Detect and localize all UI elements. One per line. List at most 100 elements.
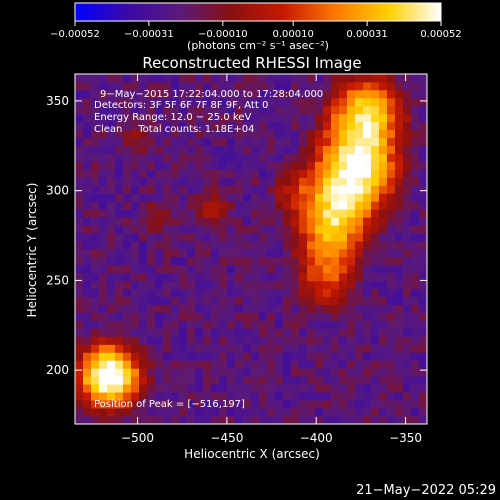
heatmap-cell bbox=[307, 264, 316, 274]
heatmap-cell bbox=[275, 201, 284, 210]
heatmap-cell bbox=[163, 121, 172, 131]
heatmap-cell bbox=[267, 264, 276, 274]
heatmap-cell bbox=[115, 328, 124, 337]
heatmap-cell bbox=[323, 352, 332, 361]
heatmap-cell bbox=[283, 368, 292, 377]
heatmap-cell bbox=[283, 145, 292, 154]
heatmap-cell bbox=[107, 344, 116, 353]
heatmap-cell bbox=[179, 105, 188, 115]
heatmap-cell bbox=[371, 336, 380, 345]
heatmap-cell bbox=[419, 352, 428, 361]
heatmap-cell bbox=[403, 336, 412, 345]
heatmap-cell bbox=[403, 113, 412, 123]
heatmap-cell bbox=[155, 320, 164, 329]
heatmap-cell bbox=[203, 344, 212, 353]
heatmap-cell bbox=[155, 137, 164, 146]
heatmap-cell bbox=[323, 177, 332, 186]
heatmap-cell bbox=[331, 241, 340, 250]
heatmap-cell bbox=[251, 288, 260, 298]
heatmap-cell bbox=[115, 376, 124, 385]
heatmap-cell bbox=[387, 288, 396, 298]
heatmap-cell bbox=[99, 288, 108, 298]
heatmap-cell bbox=[307, 153, 316, 162]
heatmap-cell bbox=[307, 288, 316, 298]
heatmap-cell bbox=[131, 344, 140, 353]
heatmap-cell bbox=[339, 368, 348, 377]
heatmap-cell bbox=[107, 89, 116, 99]
heatmap-cell bbox=[243, 384, 252, 393]
heatmap-cell bbox=[83, 241, 92, 250]
heatmap-cell bbox=[275, 97, 284, 107]
heatmap-cell bbox=[203, 161, 212, 170]
heatmap-cell bbox=[315, 264, 324, 274]
heatmap-cell bbox=[227, 304, 236, 314]
heatmap-cell bbox=[219, 201, 228, 210]
heatmap-cell bbox=[355, 384, 364, 393]
heatmap-cell bbox=[115, 193, 124, 202]
heatmap-cell bbox=[107, 97, 116, 107]
heatmap-cell bbox=[131, 89, 140, 99]
heatmap-cell bbox=[395, 312, 404, 321]
heatmap-cell bbox=[339, 217, 348, 226]
heatmap-cell bbox=[419, 81, 428, 91]
heatmap-cell bbox=[363, 233, 372, 242]
heatmap-cell bbox=[291, 177, 300, 186]
heatmap-cell bbox=[339, 384, 348, 393]
heatmap-cell bbox=[299, 121, 308, 131]
heatmap-cell bbox=[219, 185, 228, 194]
heatmap-cell bbox=[339, 408, 348, 417]
heatmap-cell bbox=[411, 280, 420, 290]
heatmap-cell bbox=[179, 344, 188, 353]
heatmap-cell bbox=[251, 344, 260, 353]
heatmap-cell bbox=[203, 416, 212, 425]
heatmap-cell bbox=[227, 74, 236, 83]
heatmap-cell bbox=[379, 272, 388, 282]
heatmap-cell bbox=[107, 225, 116, 234]
heatmap-cell bbox=[259, 384, 268, 393]
heatmap-cell bbox=[411, 217, 420, 226]
heatmap-cell bbox=[315, 225, 324, 234]
heatmap-cell bbox=[243, 193, 252, 202]
heatmap-cell bbox=[355, 304, 364, 314]
heatmap-cell bbox=[155, 74, 164, 83]
heatmap-cell bbox=[283, 312, 292, 321]
heatmap-cell bbox=[275, 416, 284, 425]
heatmap-cell bbox=[371, 376, 380, 385]
heatmap-cell bbox=[155, 368, 164, 377]
heatmap-cell bbox=[171, 264, 180, 274]
heatmap-cell bbox=[251, 352, 260, 361]
heatmap-cell bbox=[347, 129, 356, 139]
heatmap-cell bbox=[99, 193, 108, 202]
heatmap-cell bbox=[219, 344, 228, 353]
heatmap-cell bbox=[267, 233, 276, 242]
heatmap-cell bbox=[403, 256, 412, 266]
heatmap-cell bbox=[115, 129, 124, 139]
heatmap-cell bbox=[251, 312, 260, 321]
heatmap-cell bbox=[91, 185, 100, 194]
heatmap-cell bbox=[419, 288, 428, 298]
heatmap-cell bbox=[259, 121, 268, 131]
heatmap-cell bbox=[91, 81, 100, 91]
heatmap-cell bbox=[91, 352, 100, 361]
heatmap-cell bbox=[339, 352, 348, 361]
heatmap-cell bbox=[75, 225, 84, 234]
heatmap-cell bbox=[99, 225, 108, 234]
heatmap-cell bbox=[355, 113, 364, 123]
heatmap-cell bbox=[411, 97, 420, 107]
heatmap-cell bbox=[331, 153, 340, 162]
heatmap-cell bbox=[115, 145, 124, 154]
heatmap-cell bbox=[355, 368, 364, 377]
heatmap-cell bbox=[179, 400, 188, 409]
heatmap-cell bbox=[163, 201, 172, 210]
heatmap-cell bbox=[251, 97, 260, 107]
heatmap-cell bbox=[371, 177, 380, 186]
heatmap-cell bbox=[91, 312, 100, 321]
heatmap-cell bbox=[331, 392, 340, 401]
heatmap-cell bbox=[187, 113, 196, 123]
heatmap-cell bbox=[283, 376, 292, 385]
heatmap-cell bbox=[195, 113, 204, 123]
heatmap-cell bbox=[419, 304, 428, 314]
heatmap-cell bbox=[339, 336, 348, 345]
heatmap-cell bbox=[139, 384, 148, 393]
heatmap-cell bbox=[83, 225, 92, 234]
